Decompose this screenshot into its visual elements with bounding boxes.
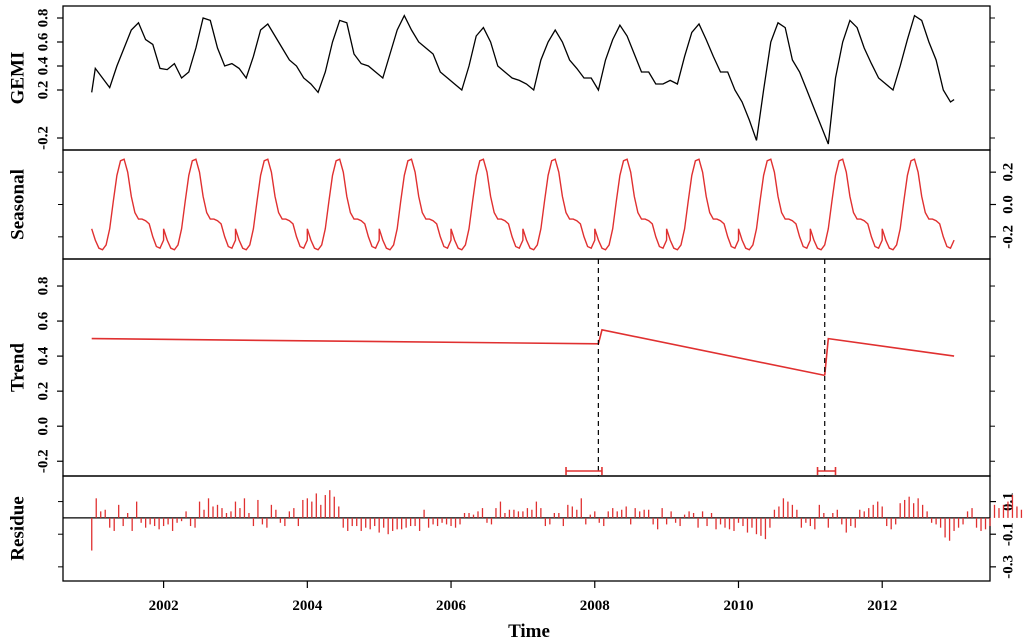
y-tick-label: -0.2 — [1000, 225, 1016, 249]
x-tick-label: 2010 — [723, 598, 753, 614]
panel-label: Residue — [7, 496, 28, 560]
y-tick-label: 0.6 — [35, 311, 51, 330]
panel-seasonal: -0.2 0.0 0.2 Seasonal — [7, 149, 1016, 260]
panel-frame — [62, 149, 991, 260]
panel-frame — [62, 258, 991, 477]
seasonal-series-line — [91, 158, 955, 251]
y-tick-label: 0.0 — [35, 417, 51, 436]
trend-segment-2 — [597, 328, 825, 377]
panel-gemi: -0.2 0.2 0.4 0.6 0.8 GEMI — [7, 5, 995, 151]
y-tick-label: 0.2 — [35, 81, 51, 100]
trend-segment-3 — [823, 337, 955, 376]
y-tick-label: 0.0 — [1000, 195, 1016, 214]
panel-frame — [62, 5, 991, 151]
trend-segment-1 — [91, 337, 599, 345]
y-tick-label: 0.2 — [1000, 163, 1016, 182]
y-tick-label: -0.2 — [35, 126, 51, 150]
x-tick-label: 2012 — [867, 598, 897, 614]
y-tick-label: 0.8 — [35, 9, 51, 28]
x-tick-label: 2008 — [580, 598, 610, 614]
y-tick-label: -0.2 — [35, 449, 51, 473]
x-axis: 2002 2004 2006 2008 2010 2012 — [149, 581, 897, 614]
panel-label: Seasonal — [7, 169, 28, 240]
y-tick-label: 0.2 — [35, 382, 51, 401]
x-tick-label: 2006 — [436, 598, 467, 614]
panel-label: GEMI — [7, 52, 28, 105]
y-tick-label: 0.8 — [35, 277, 51, 296]
x-tick-label: 2004 — [292, 598, 323, 614]
y-tick-label: -0.1 — [1000, 522, 1016, 546]
panel-trend: -0.2 0.0 0.2 0.4 0.6 0.8 Trend — [7, 258, 995, 477]
y-tick-label: -0.3 — [1000, 555, 1016, 579]
y-tick-label: 0.4 — [35, 56, 51, 75]
y-tick-label: 0.4 — [35, 346, 51, 365]
gemi-series-line — [91, 14, 955, 145]
x-tick-label: 2002 — [149, 598, 179, 614]
panels-layer: -0.20.20.40.60.8GEMI-0.20.00.2Seasonal-0… — [7, 5, 1023, 582]
panel-frame — [62, 475, 991, 582]
y-tick-label: 0.6 — [35, 32, 51, 51]
x-axis-title: Time — [508, 621, 550, 642]
panel-label: Trend — [7, 343, 28, 392]
